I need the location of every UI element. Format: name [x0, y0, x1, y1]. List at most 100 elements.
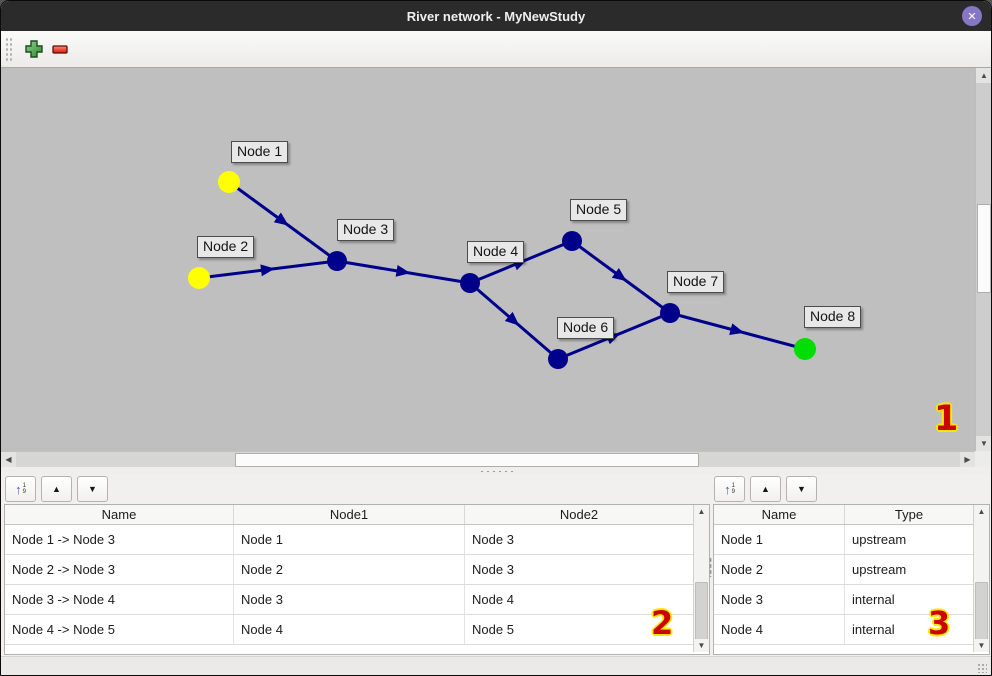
table-cell[interactable]: upstream	[845, 555, 974, 584]
table-controls-row: ↑ 1 9 ▲ ▼ ↑ 1 9 ▲ ▼	[1, 475, 991, 503]
pane-splitter[interactable]	[1, 467, 991, 475]
table-row[interactable]: Node 4 internal	[714, 615, 989, 645]
table-cell[interactable]: Node 2	[714, 555, 845, 584]
close-button[interactable]: ✕	[962, 6, 982, 26]
scroll-down-arrow[interactable]: ▼	[976, 436, 991, 451]
table-cell[interactable]: internal	[845, 615, 974, 644]
table-cell[interactable]: Node 3	[234, 585, 465, 614]
vertical-scroll-thumb[interactable]	[977, 204, 991, 293]
column-header[interactable]: Node1	[234, 505, 465, 524]
table-cell[interactable]: Node 3	[714, 585, 845, 614]
reach-edge[interactable]	[469, 281, 559, 361]
reach-table[interactable]: Name Node1 Node2 Node 1 -> Node 3 Node 1 Nod…	[4, 504, 710, 655]
node-table[interactable]: Name Type Node 1 upstream Node 2 upstream Nod…	[713, 504, 990, 655]
scroll-right-arrow[interactable]: ▶	[960, 452, 975, 468]
add-node-button[interactable]	[21, 36, 47, 62]
move-node-up-button[interactable]: ▲	[750, 476, 781, 502]
node-label[interactable]: Node 5	[570, 199, 628, 221]
close-icon: ✕	[967, 10, 977, 23]
step-annotation: 1	[934, 399, 959, 439]
graph-node[interactable]	[562, 231, 582, 251]
column-header[interactable]: Name	[5, 505, 234, 524]
node-table-scrollbar[interactable]: ▲ ▼	[973, 505, 989, 652]
scroll-up-arrow[interactable]: ▲	[976, 68, 991, 83]
node-label[interactable]: Node 7	[667, 271, 725, 293]
column-header[interactable]: Node2	[465, 505, 694, 524]
plus-icon	[25, 40, 43, 58]
reach-table-scrollbar[interactable]: ▲ ▼	[693, 505, 709, 652]
column-header[interactable]: Type	[845, 505, 974, 524]
move-reach-up-button[interactable]: ▲	[41, 476, 72, 502]
node-label[interactable]: Node 3	[337, 219, 395, 241]
sort-reaches-button[interactable]: ↑ 1 9	[5, 476, 36, 502]
down-arrow-icon: ▼	[797, 484, 806, 494]
graph-node[interactable]	[188, 267, 210, 289]
table-cell[interactable]: Node 3 -> Node 4	[5, 585, 234, 614]
scroll-up-arrow[interactable]: ▲	[694, 505, 709, 518]
resize-grip[interactable]	[977, 663, 987, 673]
table-cell[interactable]: internal	[845, 585, 974, 614]
graph-node[interactable]	[794, 338, 816, 360]
graph-node[interactable]	[548, 349, 568, 369]
table-cell[interactable]: Node 2 -> Node 3	[5, 555, 234, 584]
table-cell[interactable]: upstream	[845, 525, 974, 554]
graph-node[interactable]	[327, 251, 347, 271]
move-reach-down-button[interactable]: ▼	[77, 476, 108, 502]
table-splitter-handle[interactable]	[709, 557, 712, 577]
toolbar	[1, 31, 991, 68]
remove-node-button[interactable]	[47, 36, 73, 62]
table-row[interactable]: Node 1 -> Node 3 Node 1 Node 3	[5, 525, 709, 555]
reach-edge[interactable]	[571, 239, 671, 315]
scroll-down-arrow[interactable]: ▼	[694, 639, 709, 652]
node-label[interactable]: Node 4	[467, 241, 525, 263]
reach-edge[interactable]	[228, 180, 338, 263]
node-label[interactable]: Node 1	[231, 141, 289, 163]
node-label[interactable]: Node 6	[557, 317, 615, 339]
column-header[interactable]: Name	[714, 505, 845, 524]
node-label[interactable]: Node 2	[197, 236, 255, 258]
graph-node[interactable]	[660, 303, 680, 323]
table-row[interactable]: Node 2 -> Node 3 Node 2 Node 3	[5, 555, 709, 585]
table-row[interactable]: Node 1 upstream	[714, 525, 989, 555]
title-bar[interactable]: River network - MyNewStudy ✕	[1, 1, 991, 31]
canvas-horizontal-scrollbar[interactable]: ◀ ▶	[1, 451, 975, 468]
table-cell[interactable]: Node 1	[234, 525, 465, 554]
reach-table-header[interactable]: Name Node1 Node2	[5, 505, 709, 525]
reach-edge[interactable]	[198, 259, 338, 280]
river-network-canvas[interactable]: Node 1 Node 2 Node 3 Node 4 Node 5 Node 6 Node…	[1, 68, 975, 451]
canvas-vertical-scrollbar[interactable]: ▲ ▼	[975, 68, 991, 451]
sort-icon: ↑ 1 9	[724, 481, 735, 497]
table-cell[interactable]: Node 4 -> Node 5	[5, 615, 234, 644]
splitter-handle-icon[interactable]	[479, 470, 515, 473]
scroll-left-arrow[interactable]: ◀	[1, 452, 16, 468]
scroll-thumb[interactable]	[975, 582, 988, 646]
reach-table-body[interactable]: Node 1 -> Node 3 Node 1 Node 3 Node 2 -> No…	[5, 525, 709, 645]
up-arrow-icon: ▲	[52, 484, 61, 494]
toolbar-drag-handle[interactable]	[5, 37, 13, 61]
graph-node[interactable]	[218, 171, 240, 193]
table-cell[interactable]: Node 3	[465, 555, 694, 584]
node-label[interactable]: Node 8	[804, 306, 862, 328]
graph-node[interactable]	[460, 273, 480, 293]
table-cell[interactable]: Node 4	[234, 615, 465, 644]
scroll-down-arrow[interactable]: ▼	[974, 639, 989, 652]
reach-edge[interactable]	[669, 311, 806, 351]
table-cell[interactable]: Node 2	[234, 555, 465, 584]
table-cell[interactable]: Node 1 -> Node 3	[5, 525, 234, 554]
table-row[interactable]: Node 2 upstream	[714, 555, 989, 585]
node-table-header[interactable]: Name Type	[714, 505, 989, 525]
table-cell[interactable]: Node 3	[465, 525, 694, 554]
minus-icon	[52, 45, 68, 54]
table-cell[interactable]: Node 4	[714, 615, 845, 644]
reach-edge[interactable]	[336, 259, 471, 285]
window-title: River network - MyNewStudy	[406, 8, 586, 24]
horizontal-scroll-thumb[interactable]	[235, 453, 699, 467]
scroll-thumb[interactable]	[695, 582, 708, 642]
sort-nodes-button[interactable]: ↑ 1 9	[714, 476, 745, 502]
move-node-down-button[interactable]: ▼	[786, 476, 817, 502]
table-cell[interactable]: Node 1	[714, 525, 845, 554]
table-row[interactable]: Node 4 -> Node 5 Node 4 Node 5	[5, 615, 709, 645]
table-row[interactable]: Node 3 -> Node 4 Node 3 Node 4	[5, 585, 709, 615]
scroll-up-arrow[interactable]: ▲	[974, 505, 989, 518]
